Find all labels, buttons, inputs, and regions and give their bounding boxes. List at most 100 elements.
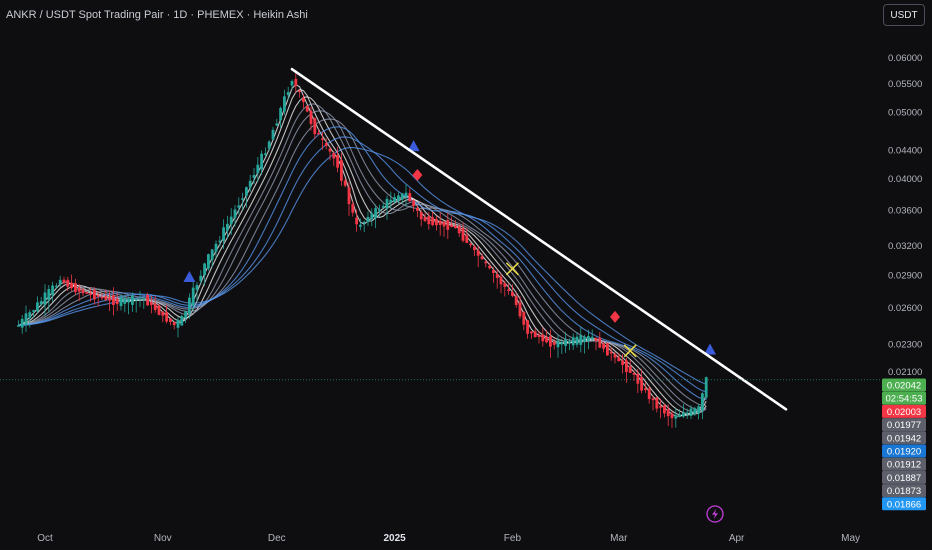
- candle-body: [446, 220, 450, 230]
- candle-body: [594, 337, 598, 342]
- candle-body: [389, 199, 393, 203]
- candle-body: [438, 220, 442, 226]
- candle-body: [226, 223, 229, 231]
- candle-body: [245, 187, 248, 196]
- candle-body: [222, 227, 225, 241]
- candle-body: [678, 414, 681, 417]
- candle-body: [381, 206, 385, 208]
- candle-body: [165, 312, 168, 322]
- candle-body: [283, 96, 286, 112]
- ma-line: [18, 110, 707, 411]
- candle-body: [552, 341, 556, 345]
- currency-button[interactable]: USDT: [883, 4, 925, 26]
- candle-body: [313, 118, 317, 135]
- candle-body: [275, 123, 279, 126]
- candle-body: [134, 298, 138, 301]
- candle-body: [180, 316, 184, 326]
- candle-body: [419, 211, 423, 220]
- candle-body: [644, 388, 647, 390]
- candle-body: [347, 187, 351, 205]
- candle-body: [659, 406, 662, 408]
- candle-body: [674, 415, 678, 419]
- candle-body: [43, 292, 47, 305]
- ma-line: [18, 88, 707, 417]
- y-tick-label: 0.04000: [888, 174, 922, 185]
- lightning-icon[interactable]: [706, 505, 724, 523]
- candle-body: [153, 303, 157, 310]
- candle-body: [195, 285, 199, 290]
- candle-body: [499, 276, 503, 285]
- candle-body: [119, 297, 123, 307]
- x-tick-label: Mar: [610, 533, 628, 544]
- candle-body: [636, 374, 640, 384]
- candle-body: [602, 343, 605, 349]
- ma-line: [18, 126, 707, 401]
- candle-body: [207, 254, 210, 269]
- candle-body: [366, 216, 370, 223]
- x-tick-label: Apr: [729, 533, 745, 544]
- candle-body: [362, 221, 366, 224]
- candle-body: [302, 97, 305, 103]
- candle-body: [229, 216, 233, 225]
- candle-body: [666, 409, 670, 417]
- candle-body: [549, 336, 552, 347]
- candle-body: [108, 297, 111, 301]
- candle-body: [632, 373, 636, 375]
- y-tick-label: 0.05000: [888, 108, 922, 119]
- y-tick-label: 0.06000: [888, 53, 922, 64]
- price-tag: 0.01977: [882, 418, 926, 432]
- candle-body: [476, 250, 480, 256]
- candle-body: [271, 129, 275, 140]
- svg-text:0.01887: 0.01887: [887, 473, 921, 484]
- candle-body: [85, 292, 89, 294]
- candle-body: [359, 224, 362, 227]
- chart-title: ANKR / USDT Spot Trading Pair · 1D · PHE…: [6, 9, 308, 21]
- price-tag: 0.01866: [882, 497, 926, 511]
- candle-body: [343, 180, 347, 186]
- candle-body: [701, 393, 704, 411]
- candle-body: [579, 335, 583, 345]
- candle-body: [374, 208, 377, 219]
- candle-body: [408, 193, 412, 202]
- candle-body: [191, 287, 195, 306]
- candle-body: [404, 192, 408, 198]
- price-tag: 0.01873: [882, 484, 926, 498]
- price-tags: 0.02042 02:54:53 0.02003 0.01977 0.01942 0.01…: [882, 378, 926, 511]
- candle-body: [450, 224, 453, 227]
- candle-body: [628, 366, 632, 373]
- candle-body: [533, 331, 537, 338]
- candle-body: [51, 285, 54, 296]
- candle-body: [294, 78, 298, 87]
- candle-body: [39, 301, 43, 305]
- candle-body: [112, 295, 115, 305]
- candle-body: [655, 397, 659, 409]
- candle-body: [324, 143, 328, 146]
- y-axis: 0.06000 0.05500 0.05000 0.04400 0.04000 0.036…: [888, 53, 922, 378]
- candle-body: [32, 310, 35, 312]
- candle-body: [233, 209, 237, 218]
- candle-body: [203, 263, 206, 276]
- candle-body: [670, 413, 674, 419]
- candle-body: [526, 320, 529, 334]
- candle-body: [560, 342, 564, 345]
- candle-body: [575, 336, 579, 345]
- candle-body: [663, 405, 666, 414]
- candle-body: [241, 198, 244, 200]
- y-tick-label: 0.03200: [888, 241, 922, 252]
- candle-body: [518, 302, 522, 317]
- y-tick-label: 0.04400: [888, 146, 922, 157]
- candle-body: [290, 81, 294, 86]
- candle-body: [142, 298, 146, 300]
- candle-body: [96, 295, 100, 297]
- candle-body: [556, 340, 560, 348]
- candle-body: [55, 285, 58, 288]
- candle-body: [100, 296, 104, 299]
- candle-body: [541, 334, 545, 342]
- candle-body: [252, 174, 256, 178]
- candle-body: [237, 205, 241, 208]
- price-tag: 0.01887: [882, 470, 926, 484]
- y-tick-label: 0.02600: [888, 303, 922, 314]
- candle-body: [480, 256, 484, 260]
- trendline[interactable]: [290, 67, 788, 411]
